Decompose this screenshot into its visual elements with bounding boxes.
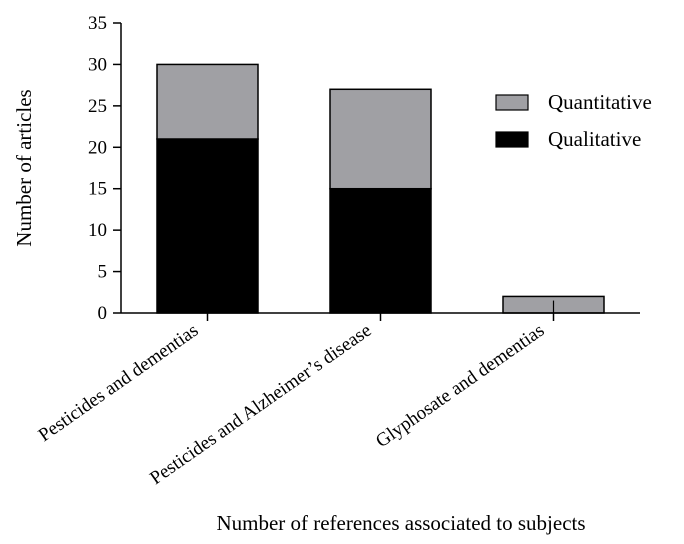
plot-area: 0 5 10 15 20 25 30 35 Pesticides and dementiasP… bbox=[35, 13, 640, 489]
legend: Quantitative Qualitative bbox=[495, 90, 652, 151]
bar-segment-quantitative bbox=[156, 63, 259, 140]
bar-segment-quantitative bbox=[329, 88, 432, 190]
legend-swatch bbox=[495, 131, 529, 148]
bars bbox=[156, 63, 605, 314]
x-tick-label: Pesticides and dementias bbox=[35, 320, 203, 446]
y-tick-label: 20 bbox=[88, 137, 107, 158]
y-ticks: 0 5 10 15 20 25 30 35 bbox=[88, 13, 121, 324]
x-tick-label: Glyphosate and dementias bbox=[372, 320, 548, 452]
y-tick-label: 25 bbox=[88, 96, 107, 117]
bar-segment-qualitative bbox=[156, 138, 259, 314]
bar-segment-qualitative bbox=[329, 187, 432, 314]
y-tick-label: 5 bbox=[98, 262, 108, 283]
y-tick-label: 35 bbox=[88, 13, 107, 34]
legend-swatch bbox=[495, 94, 529, 111]
legend-label: Quantitative bbox=[548, 90, 652, 114]
legend-label: Qualitative bbox=[548, 127, 641, 151]
y-tick-label: 30 bbox=[88, 54, 107, 75]
y-tick-label: 0 bbox=[98, 303, 108, 324]
y-tick-label: 10 bbox=[88, 220, 107, 241]
y-axis-label: Number of articles bbox=[12, 89, 36, 246]
x-axis-label: Number of references associated to subje… bbox=[216, 511, 585, 535]
y-tick-label: 15 bbox=[88, 179, 107, 200]
